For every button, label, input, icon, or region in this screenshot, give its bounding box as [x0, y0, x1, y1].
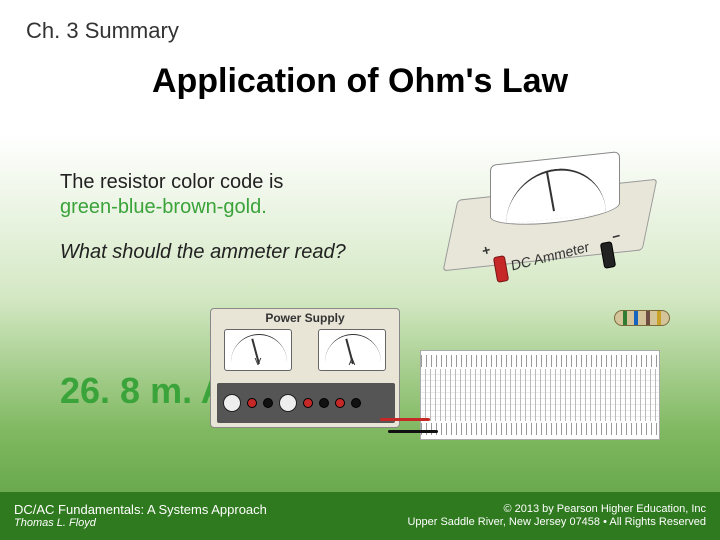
body-text: The resistor color code is green-blue-br… [60, 170, 390, 220]
question-text: What should the ammeter read? [60, 240, 390, 265]
ammeter-scale-arc [506, 164, 606, 225]
slide-title: Application of Ohm's Law [0, 62, 720, 101]
bench-graphic: Power Supply V A +15 V [210, 290, 670, 460]
resistor [614, 310, 670, 326]
chapter-header: Ch. 3 Summary [0, 0, 720, 44]
power-supply-controls [217, 383, 395, 423]
body-highlight: green-blue-brown-gold. [60, 196, 267, 218]
jack-red-icon [247, 398, 257, 408]
volt-meter: V [224, 329, 292, 371]
ammeter-graphic: + − DC Ammeter [440, 150, 670, 280]
resistor-band-blue [634, 311, 638, 325]
wire-black [388, 430, 438, 433]
resistor-band-green [623, 311, 627, 325]
jack-red-icon [303, 398, 313, 408]
amp-meter-label: A [319, 357, 385, 368]
jack-red-icon [335, 398, 345, 408]
breadboard-rail-top [421, 355, 659, 367]
volt-meter-label: V [225, 357, 291, 368]
breadboard-holes [421, 369, 659, 421]
breadboard [420, 350, 660, 440]
footer-copyright: © 2013 by Pearson Higher Education, Inc [407, 503, 706, 516]
knob-icon [223, 394, 241, 412]
wire-red [380, 418, 430, 421]
footer-left: DC/AC Fundamentals: A Systems Approach T… [14, 502, 267, 531]
slide-footer: DC/AC Fundamentals: A Systems Approach T… [0, 492, 720, 540]
knob-icon [279, 394, 297, 412]
answer-text: 26. 8 m. A [60, 370, 227, 412]
amp-meter: A [318, 329, 386, 371]
power-supply-meters: V A [211, 329, 399, 371]
jack-black-icon [351, 398, 361, 408]
footer-rights: Upper Saddle River, New Jersey 07458 • A… [407, 516, 706, 529]
power-supply: Power Supply V A [210, 308, 400, 428]
breadboard-rail-bot [421, 423, 659, 435]
footer-book-title: DC/AC Fundamentals: A Systems Approach [14, 502, 267, 518]
footer-right: © 2013 by Pearson Higher Education, Inc … [407, 503, 706, 529]
resistor-band-gold [657, 311, 661, 325]
body-line1: The resistor color code is [60, 171, 283, 193]
jack-black-icon [263, 398, 273, 408]
power-supply-title: Power Supply [211, 311, 399, 325]
resistor-band-brown [646, 311, 650, 325]
footer-author: Thomas L. Floyd [14, 517, 267, 530]
jack-black-icon [319, 398, 329, 408]
